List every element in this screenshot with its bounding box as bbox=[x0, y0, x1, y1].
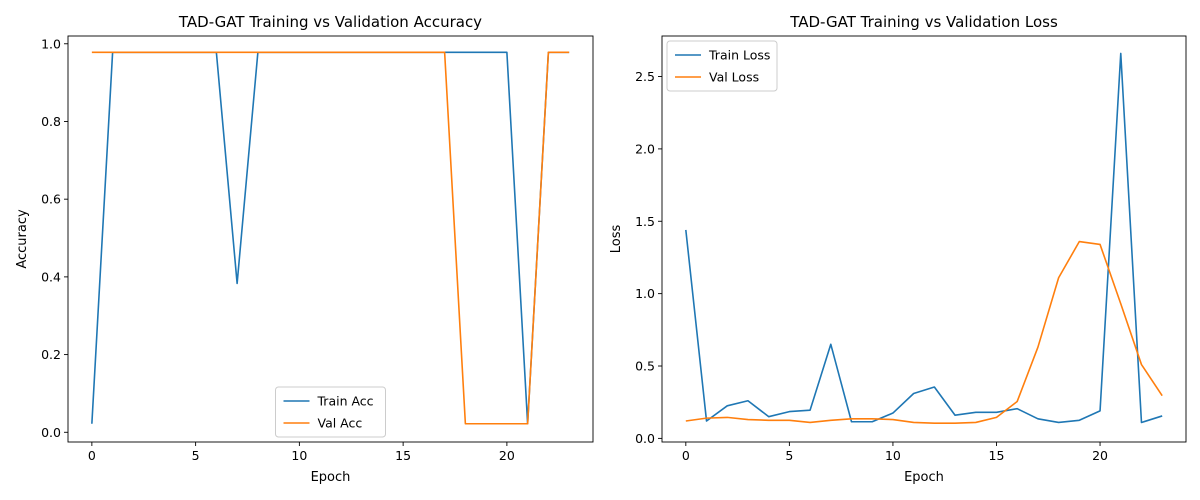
y-tick-label: 1.0 bbox=[41, 36, 61, 51]
x-tick-label: 20 bbox=[1092, 448, 1108, 463]
x-tick-label: 15 bbox=[989, 448, 1005, 463]
chart-title: TAD-GAT Training vs Validation Loss bbox=[789, 13, 1058, 31]
y-tick-label: 0.8 bbox=[41, 114, 61, 129]
y-axis-label: Accuracy bbox=[15, 209, 30, 269]
x-tick-label: 10 bbox=[291, 448, 307, 463]
x-tick-label: 20 bbox=[499, 448, 515, 463]
chart-title: TAD-GAT Training vs Validation Accuracy bbox=[178, 13, 482, 31]
series-line-1 bbox=[91, 51, 570, 425]
y-tick-label: 1.0 bbox=[635, 286, 655, 301]
x-tick-label: 0 bbox=[88, 448, 96, 463]
plot-frame bbox=[67, 35, 594, 443]
legend-box bbox=[275, 386, 386, 438]
series-line-0 bbox=[91, 51, 570, 425]
x-tick-label: 15 bbox=[395, 448, 411, 463]
legend-label: Train Acc bbox=[317, 394, 374, 409]
y-axis-label: Loss bbox=[609, 225, 624, 254]
y-tick-label: 0.0 bbox=[635, 431, 655, 446]
chart-panel-0: TAD-GAT Training vs Validation Accuracy 0… bbox=[15, 13, 594, 485]
x-tick-label: 0 bbox=[682, 448, 690, 463]
y-tick-label: 1.5 bbox=[635, 214, 655, 229]
legend: Train Acc Val Acc bbox=[275, 386, 386, 438]
y-tick-label: 0.5 bbox=[635, 359, 655, 374]
legend-label: Val Loss bbox=[709, 70, 759, 85]
x-axis-label: Epoch bbox=[904, 470, 944, 485]
y-tick-label: 2.5 bbox=[635, 69, 655, 84]
plot-frame bbox=[661, 35, 1187, 443]
x-tick-label: 5 bbox=[192, 448, 200, 463]
series-line-0 bbox=[685, 52, 1163, 424]
y-tick-label: 0.0 bbox=[41, 425, 61, 440]
x-axis-label: Epoch bbox=[311, 470, 351, 485]
y-tick-label: 0.4 bbox=[41, 269, 61, 284]
series-line-1 bbox=[685, 240, 1163, 424]
chart-panel-1: TAD-GAT Training vs Validation Loss 0 5 10 1… bbox=[609, 13, 1187, 485]
x-tick-label: 10 bbox=[885, 448, 901, 463]
legend-label: Val Acc bbox=[318, 416, 363, 431]
y-tick-label: 2.0 bbox=[635, 141, 655, 156]
y-tick-label: 0.2 bbox=[41, 347, 61, 362]
legend-box bbox=[666, 40, 778, 92]
x-tick-label: 5 bbox=[785, 448, 793, 463]
y-tick-label: 0.6 bbox=[41, 192, 61, 207]
legend-label: Train Loss bbox=[708, 48, 770, 63]
legend: Train Loss Val Loss bbox=[666, 40, 778, 92]
